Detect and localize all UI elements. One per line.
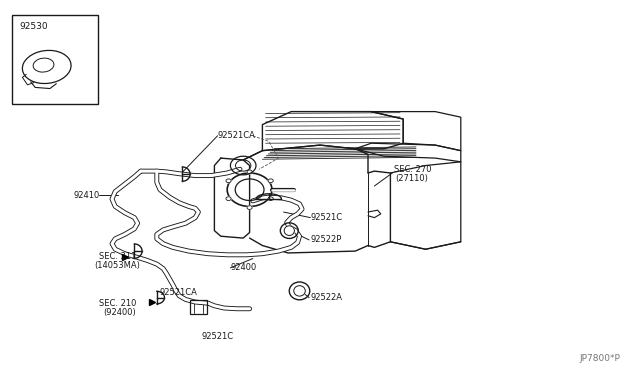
Text: 92400: 92400 (230, 263, 257, 272)
Text: (14053MA): (14053MA) (95, 262, 141, 270)
Text: SEC. 211: SEC. 211 (99, 252, 136, 261)
Ellipse shape (226, 179, 231, 183)
Text: 92522A: 92522A (310, 293, 342, 302)
Text: 92521CA: 92521CA (218, 131, 255, 140)
Ellipse shape (294, 286, 305, 296)
Text: (27110): (27110) (396, 174, 428, 183)
Text: JP7800*P: JP7800*P (580, 354, 621, 363)
Ellipse shape (226, 197, 231, 201)
Text: 92521CA: 92521CA (160, 288, 198, 296)
Text: 92530: 92530 (19, 22, 48, 31)
Bar (12, 15, 98, 104)
Text: SEC. 210: SEC. 210 (99, 299, 136, 308)
Text: 92521C: 92521C (202, 332, 234, 341)
Ellipse shape (284, 226, 294, 235)
Ellipse shape (247, 170, 252, 174)
Text: 92521C: 92521C (310, 213, 342, 222)
Ellipse shape (268, 197, 273, 201)
Text: (92400): (92400) (104, 308, 136, 317)
Text: 92410: 92410 (74, 191, 100, 200)
Text: 92522P: 92522P (310, 235, 342, 244)
Ellipse shape (268, 179, 273, 183)
Ellipse shape (247, 206, 252, 209)
Text: SEC. 270: SEC. 270 (394, 165, 431, 174)
